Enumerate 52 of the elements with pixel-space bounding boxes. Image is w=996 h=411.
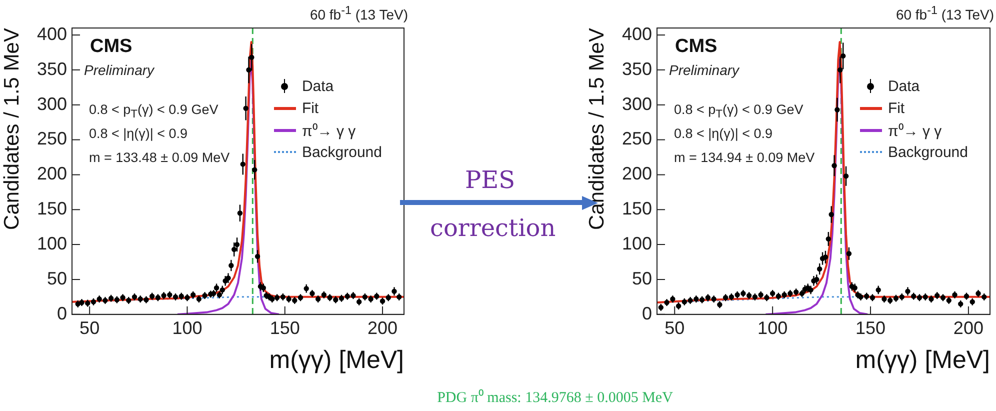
legend-label: Background [302,144,382,160]
text: PDG π⁰ mass: 134.9768 ± 0.0005 MeV [436,388,674,407]
text: 60 fb$^{-1}$ (13 TeV) [896,4,994,23]
y-axis-title: Candidates / 1.5 MeV [0,28,24,230]
legend-label: Background [888,144,968,160]
x-tick-label: 100 [172,318,202,338]
y-tick-label: 150 [36,198,67,219]
annotation: m = 133.48 ± 0.09 MeV [89,150,230,165]
text: Preliminary [84,62,154,78]
text: Preliminary [669,62,740,78]
chart-title: CMS [90,36,132,58]
y-tick-label: 0 [642,303,652,324]
x-axis-title: m(γγ) [MeV] [855,346,990,374]
text: PES correction [430,165,556,244]
x-tick-label: 50 [664,318,685,338]
y-tick-label: 350 [36,58,67,79]
annotation: 0.8 < p$_{T}$(γ) < 0.9 GeV [674,102,804,121]
y-tick-label: 100 [36,234,67,254]
x-tick-label: 100 [758,318,788,338]
x-tick-label: 200 [367,318,398,338]
y-tick-label: 250 [36,128,67,149]
y-tick-label: 200 [622,164,652,184]
legend-label: π⁰→ γ γ [888,122,942,140]
y-tick-label: 150 [622,198,652,219]
y-tick-label: 350 [622,58,652,79]
text: 60 fb$^{-1}$ (13 TeV) [310,4,408,23]
chart-title: CMS [675,36,718,58]
y-axis-title: Candidates / 1.5 MeV [585,28,608,230]
legend-label: Fit [888,100,905,116]
x-tick-label: 50 [80,318,100,338]
y-tick-label: 100 [622,234,652,254]
legend-label: Fit [302,100,319,116]
legend-label: Data [888,78,920,94]
x-tick-label: 150 [270,318,300,338]
y-tick-label: 200 [36,164,67,184]
y-tick-label: 50 [632,268,652,288]
y-tick-label: 400 [622,24,652,44]
x-axis-title: m(γγ) [MeV] [269,346,404,374]
annotation: 0.8 < |η(γ)| < 0.9 [674,126,773,141]
annotation: 0.8 < p$_{T}$(γ) < 0.9 GeV [89,102,218,121]
y-tick-label: 250 [622,128,652,149]
x-tick-label: 200 [953,318,984,338]
y-tick-label: 0 [56,303,67,324]
legend-label: Data [302,78,334,94]
y-tick-label: 300 [622,94,652,114]
y-tick-label: 300 [36,94,67,114]
legend-label: π⁰→ γ γ [302,122,356,140]
x-tick-label: 150 [855,318,886,338]
annotation: m = 134.94 ± 0.09 MeV [674,150,815,165]
y-tick-label: 400 [36,24,67,44]
annotation: 0.8 < |η(γ)| < 0.9 [89,126,188,141]
y-tick-label: 50 [46,268,67,288]
